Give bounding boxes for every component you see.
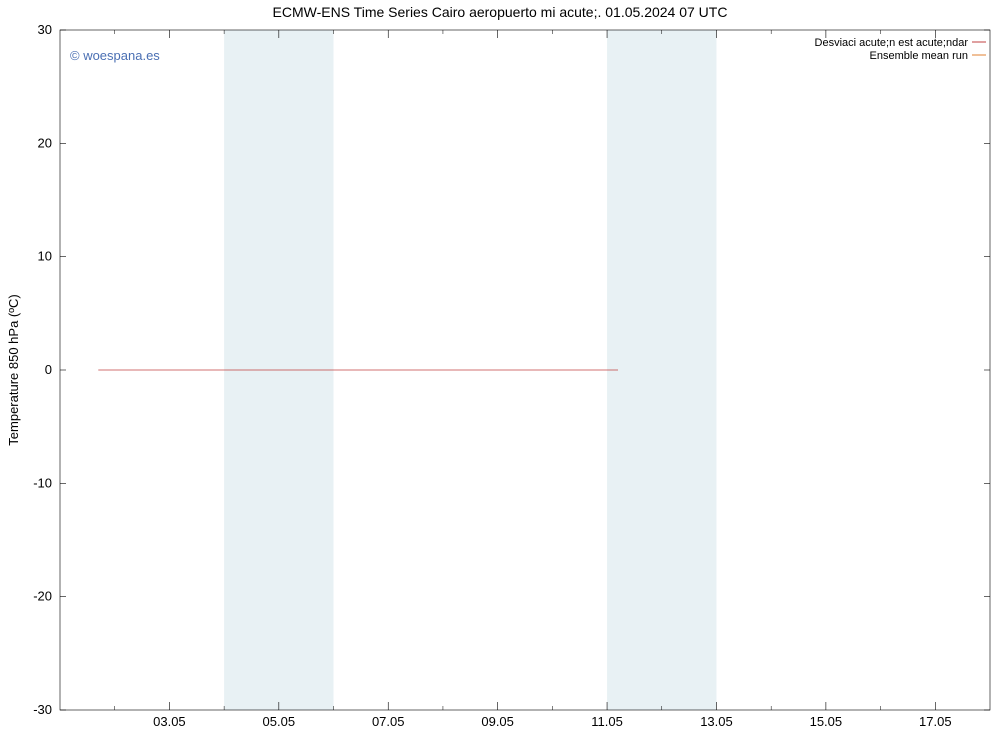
chart-title: ECMW-ENS Time Series Cairo aeropuerto mi… xyxy=(273,4,728,20)
x-tick-label: 09.05 xyxy=(481,714,514,729)
weekend-band xyxy=(607,30,716,710)
x-tick-label: 11.05 xyxy=(591,714,623,729)
x-tick-label: 17.05 xyxy=(919,714,952,729)
x-tick-label: 07.05 xyxy=(372,714,405,729)
chart-background xyxy=(0,0,1000,733)
chart-svg: ECMW-ENS Time Series Cairo aeropuerto mi… xyxy=(0,0,1000,733)
x-tick-label: 15.05 xyxy=(810,714,843,729)
x-tick-label: 03.05 xyxy=(153,714,186,729)
y-tick-label: 0 xyxy=(45,362,52,377)
y-tick-label: 20 xyxy=(38,135,52,150)
x-tick-label: 05.05 xyxy=(263,714,296,729)
y-axis-label: Temperature 850 hPa (ºC) xyxy=(6,294,21,445)
legend-label: Ensemble mean run xyxy=(870,50,968,62)
y-tick-label: -30 xyxy=(33,702,52,717)
y-tick-label: -20 xyxy=(33,589,52,604)
legend-label: Desviaci acute;n est acute;ndar xyxy=(815,37,969,49)
y-tick-label: 10 xyxy=(38,249,52,264)
chart-container: ECMW-ENS Time Series Cairo aeropuerto mi… xyxy=(0,0,1000,733)
y-tick-label: -10 xyxy=(33,475,52,490)
watermark: © woespana.es xyxy=(70,48,160,63)
x-tick-label: 13.05 xyxy=(700,714,733,729)
y-tick-label: 30 xyxy=(38,22,52,37)
